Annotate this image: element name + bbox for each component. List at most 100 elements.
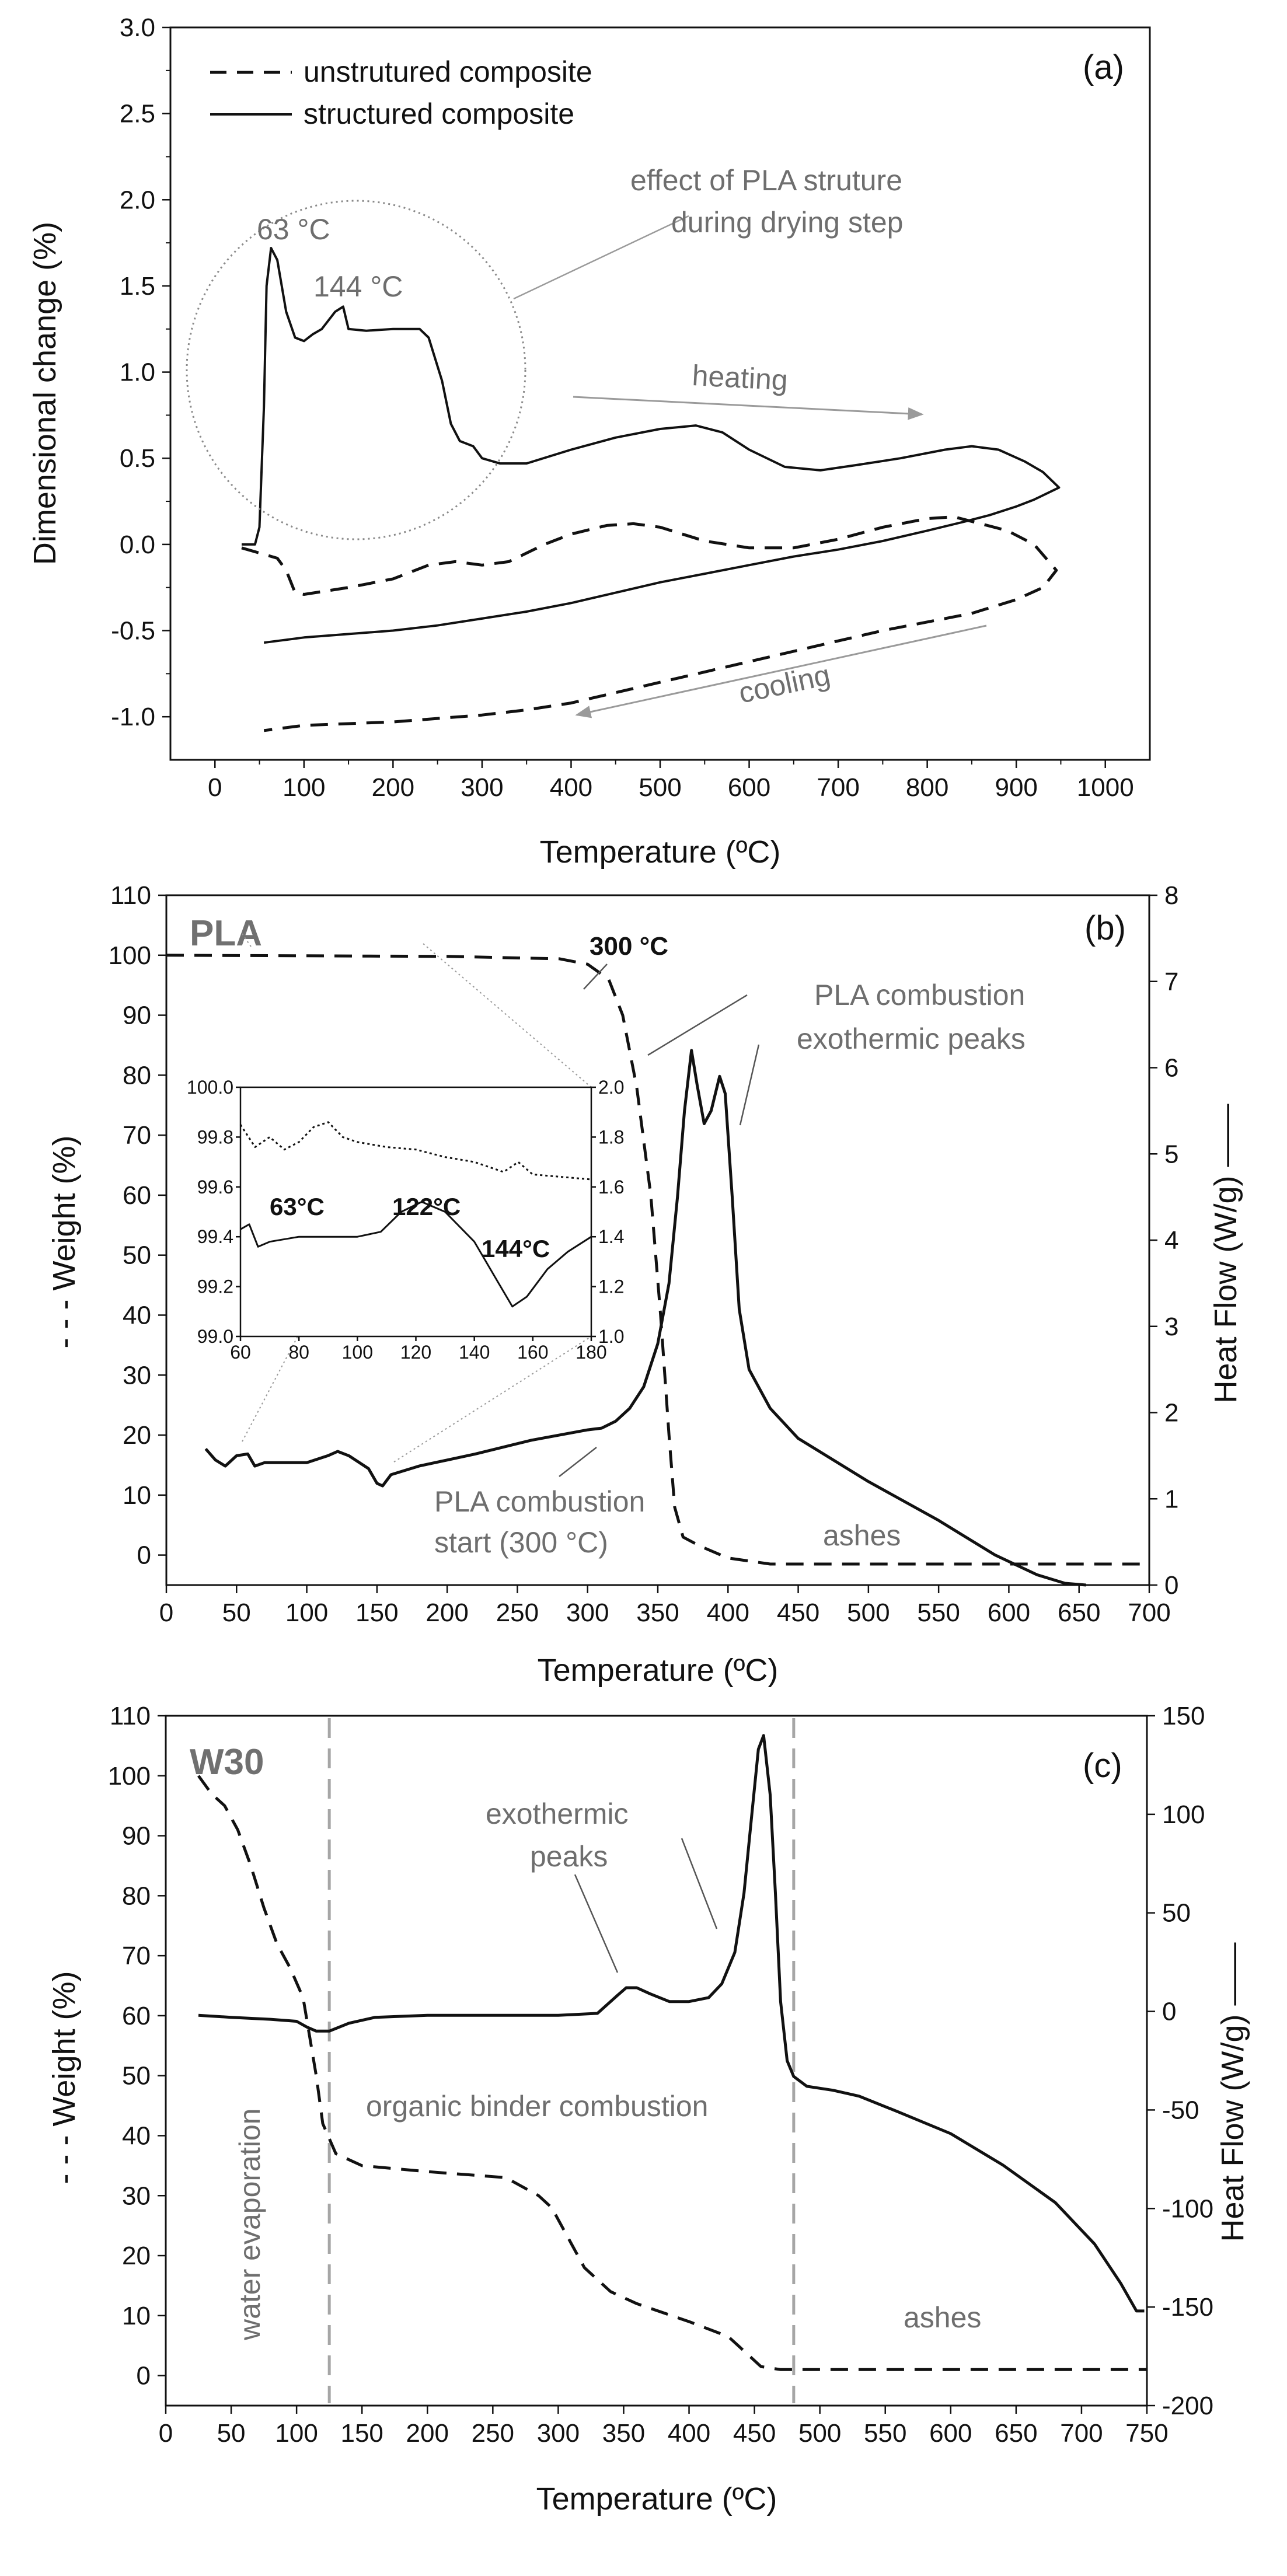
inset-right-ytick-label: 1.8 [598, 1126, 624, 1147]
inset-right-ytick-label: 2.0 [598, 1077, 624, 1098]
b-xtick-label: 250 [496, 1598, 539, 1627]
panel-b-tag: PLA [190, 913, 262, 954]
exothermic-pointer-1 [574, 1874, 619, 1973]
b-xtick-label: 400 [707, 1598, 749, 1627]
b-left-ytick-label: 30 [123, 1361, 151, 1390]
heat-flow-curve [198, 1734, 1145, 2313]
series-line-unstructured [241, 515, 1058, 732]
panel-b-label: (b) [1084, 909, 1126, 947]
c-xtick-label: 350 [602, 2419, 645, 2448]
a-ytick-label: -0.5 [111, 617, 155, 645]
b-right-ytick-label: 1 [1164, 1485, 1178, 1513]
inset-xtick-label: 60 [230, 1342, 251, 1363]
c-right-ytick-label: 100 [1162, 1800, 1205, 1829]
panel-a-xlabel: Temperature (ºC) [540, 835, 781, 870]
panel-c-frame [165, 1715, 1148, 2407]
panel-b-series [166, 954, 1149, 1587]
panel-b-left-axis: 0 10 20 30 40 50 60 70 80 90 100 110 [109, 881, 166, 1570]
a-xtick-label: 700 [817, 773, 859, 802]
inset-xtick-label: 180 [576, 1342, 606, 1363]
b-xtick-label: 50 [222, 1598, 251, 1627]
a-xtick-label: 100 [282, 773, 325, 802]
onset-300-label: 300 °C [590, 932, 668, 961]
panel-c-xlabel: Temperature (ºC) [536, 2481, 777, 2516]
inset-guide-left-bottom [242, 1336, 298, 1442]
a-xtick-label: 300 [461, 773, 503, 802]
c-left-ytick-label: 0 [137, 2362, 151, 2390]
weight-curve [197, 1775, 1147, 2371]
panel-c-series [197, 1718, 1147, 2403]
c-xtick-label: 200 [406, 2419, 449, 2448]
panel-a-label: (a) [1083, 48, 1124, 86]
ashes-label-c: ashes [904, 2301, 981, 2334]
c-xtick-label: 250 [472, 2419, 514, 2448]
b-xtick-label: 150 [355, 1598, 398, 1627]
c-xtick-label: 550 [864, 2419, 906, 2448]
peaks-pointer-1 [647, 994, 748, 1056]
b-left-ytick-label: 20 [123, 1421, 151, 1450]
c-right-ytick-label: 50 [1162, 1899, 1191, 1928]
c-xtick-label: 500 [798, 2419, 841, 2448]
inset-left-ytick-label: 99.8 [197, 1126, 233, 1147]
c-xtick-label: 650 [995, 2419, 1037, 2448]
b-right-ytick-label: 0 [1164, 1571, 1178, 1600]
inset-heat-flow-curve [240, 1200, 592, 1308]
series-line-structured [242, 247, 1061, 644]
a-ytick-label: 1.0 [120, 358, 155, 387]
inset-right-ytick-label: 1.0 [598, 1326, 624, 1347]
c-xtick-label: 100 [275, 2419, 318, 2448]
weight-curve [166, 954, 1149, 1566]
start-pointer [559, 1447, 597, 1477]
panel-c-x-axis: 0 50 100 150 200 250 300 350 400 450 500 550 600 650 7… [159, 2406, 1169, 2448]
inset-left-ytick-label: 99.4 [197, 1226, 233, 1247]
panel-c-ylabel-left: - - - Weight (%) [47, 1971, 82, 2184]
a-xtick-label: 0 [208, 773, 222, 802]
b-left-ytick-label: 90 [123, 1001, 151, 1030]
a-ytick-label: -1.0 [111, 703, 155, 731]
c-xtick-label: 600 [929, 2419, 972, 2448]
exothermic-line2: peaks [530, 1840, 608, 1873]
panel-b-xlabel: Temperature (ºC) [538, 1653, 779, 1688]
b-xtick-label: 450 [777, 1598, 819, 1627]
panel-b-ylabel-right: Heat Flow (W/g) —— [1208, 1104, 1243, 1403]
b-xtick-label: 550 [917, 1598, 960, 1627]
c-left-ytick-label: 90 [122, 1822, 151, 1851]
b-xtick-label: 350 [636, 1598, 679, 1627]
a-ytick-label: 0.0 [120, 530, 155, 559]
peaks-annotation-line2: exothermic peaks [797, 1022, 1026, 1055]
inset-label-122: 122°C [392, 1193, 461, 1220]
inset-left-ytick-label: 99.0 [197, 1326, 233, 1347]
b-right-ytick-label: 6 [1164, 1054, 1178, 1083]
panel-a-ylabel: Dimensional change (%) [27, 222, 62, 565]
b-left-ytick-label: 0 [137, 1541, 151, 1570]
a-xtick-label: 500 [639, 773, 681, 802]
inset-right-ytick-label: 1.6 [598, 1177, 624, 1198]
ashes-label-b: ashes [823, 1519, 901, 1552]
heating-arrow [573, 396, 924, 420]
peaks-annotation-line1: PLA combustion [814, 979, 1025, 1011]
inset-xtick-label: 80 [288, 1342, 309, 1363]
b-xtick-label: 300 [566, 1598, 609, 1627]
c-left-ytick-label: 40 [122, 2121, 151, 2150]
panel-a-y-axis: -1.0 -0.5 0.0 0.5 1.0 1.5 2.0 2.5 3.0 [111, 13, 170, 731]
c-right-ytick-label: -50 [1162, 2096, 1199, 2124]
c-xtick-label: 400 [668, 2419, 710, 2448]
inset-right-ytick-label: 1.4 [598, 1226, 624, 1247]
c-xtick-label: 300 [537, 2419, 580, 2448]
a-xtick-label: 1000 [1077, 773, 1134, 802]
c-right-ytick-label: -150 [1162, 2293, 1213, 2322]
c-left-ytick-label: 10 [122, 2302, 151, 2330]
c-xtick-label: 750 [1125, 2419, 1168, 2448]
b-xtick-label: 200 [425, 1598, 468, 1627]
c-xtick-label: 50 [217, 2419, 246, 2448]
a-xtick-label: 600 [728, 773, 770, 802]
inset-frame [239, 1086, 592, 1338]
b-right-ytick-label: 7 [1164, 968, 1178, 996]
panel-a-frame [169, 26, 1151, 761]
inset-label-144: 144°C [482, 1235, 550, 1262]
c-left-ytick-label: 20 [122, 2242, 151, 2270]
binder-combustion-label: organic binder combustion [366, 2090, 708, 2123]
circle-annotation-line1: effect of PLA struture [630, 164, 902, 197]
inset-right-ytick-label: 1.2 [598, 1276, 624, 1297]
